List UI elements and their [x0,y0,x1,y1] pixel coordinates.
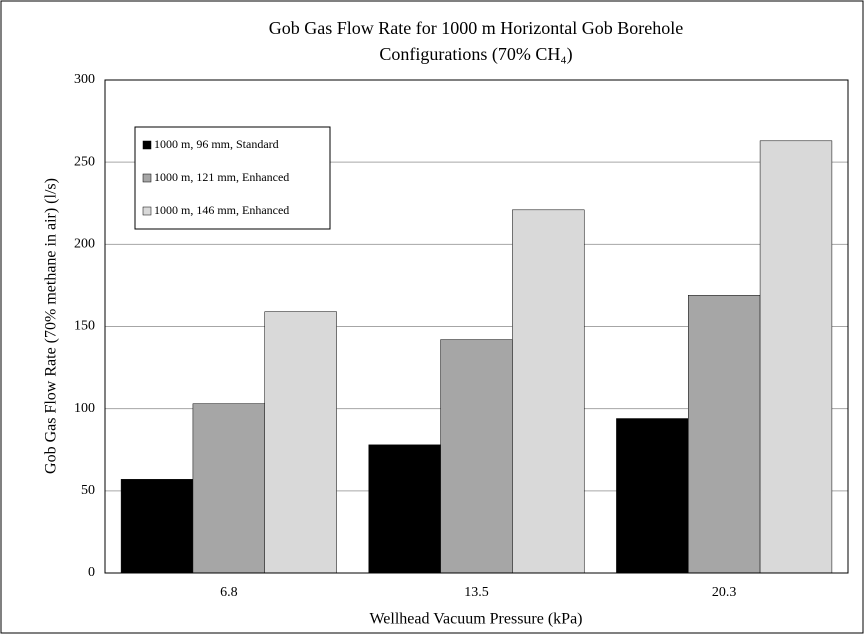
bar [368,444,441,574]
legend-swatch [142,206,152,216]
bar [440,339,513,574]
y-axis-title: Gob Gas Flow Rate (70% methane in air) (… [43,178,60,474]
y-tick-label: 300 [74,72,95,87]
y-tick-label: 100 [74,401,95,416]
legend-label: 1000 m, 96 mm, Standard [154,137,279,151]
y-tick-label: 250 [74,154,95,169]
legend-box [134,126,331,230]
bar [512,209,585,574]
chart-title: Gob Gas Flow Rate for 1000 m Horizontal … [269,18,683,38]
legend-swatch [142,173,152,183]
y-tick-label: 200 [74,237,95,252]
chart-title: Configurations (70% CH₄) [379,44,572,65]
plot-border [104,79,849,574]
y-tick-label: 150 [74,319,95,334]
bar [120,479,194,574]
x-axis-title: Wellhead Vacuum Pressure (kPa) [369,611,582,628]
y-tick-label: 50 [81,483,95,498]
bar [264,311,337,574]
bar [688,295,761,574]
x-tick-label: 20.3 [712,585,737,600]
legend-label: 1000 m, 146 mm, Enhanced [154,203,289,217]
legend-label: 1000 m, 121 mm, Enhanced [154,170,289,184]
x-tick-label: 13.5 [464,585,489,600]
bar [192,403,265,574]
bar [616,418,689,574]
y-tick-label: 0 [88,565,95,580]
x-tick-label: 6.8 [220,585,238,600]
legend: 1000 m, 96 mm, Standard 1000 m, 121 mm, E… [134,126,331,230]
legend-swatch [142,140,152,150]
bar [759,140,833,574]
